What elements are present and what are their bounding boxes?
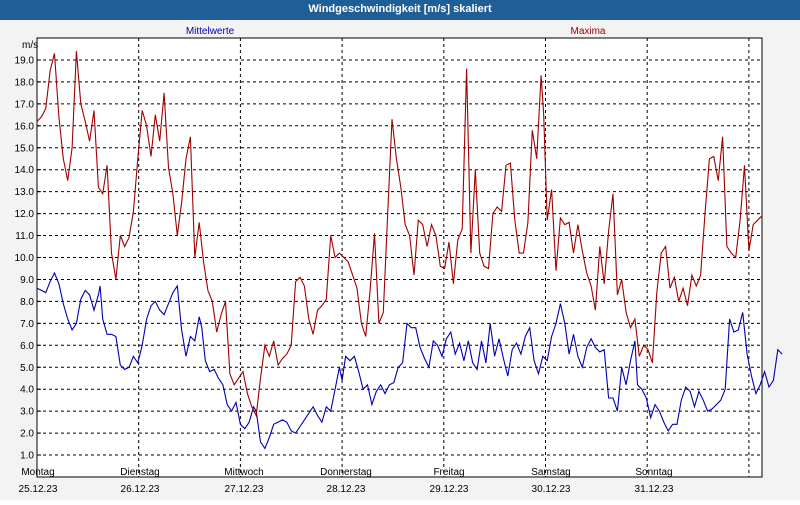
wind-speed-chart: 1.0 2.0 3.0 4.0 5.0 6.0 7.0 8.0 9.0 10.0 11.0 12.0 1… <box>15 26 783 495</box>
y-tick-label: 17.0 <box>15 99 35 110</box>
window-title: Windgeschwindigkeit [m/s] skaliert <box>0 0 800 20</box>
y-tick-label: 4.0 <box>20 385 34 396</box>
series-layer <box>36 51 783 450</box>
y-tick-label: 3.0 <box>20 407 34 418</box>
x-tick-label-date: 31.12.23 <box>635 484 674 495</box>
x-tick-label-day: Freitag <box>433 467 464 478</box>
series-line-mittelwerte <box>36 271 783 450</box>
x-tick-label-date: 25.12.23 <box>19 484 58 495</box>
y-tick-label: 7.0 <box>20 319 34 330</box>
x-tick-label-day: Samstag <box>531 467 570 478</box>
y-tick-label: 19.0 <box>15 55 35 66</box>
x-tick-label-day: Donnerstag <box>320 467 372 478</box>
y-tick-label: 14.0 <box>15 165 35 176</box>
x-tick-label-date: 26.12.23 <box>121 484 160 495</box>
y-tick-label: 9.0 <box>20 275 34 286</box>
y-tick-label: 8.0 <box>20 297 34 308</box>
x-tick-label-day: Dienstag <box>120 467 159 478</box>
y-tick-label: 13.0 <box>15 187 35 198</box>
y-tick-label: 16.0 <box>15 121 35 132</box>
y-tick-label: 5.0 <box>20 363 34 374</box>
chart-area: 1.0 2.0 3.0 4.0 5.0 6.0 7.0 8.0 9.0 10.0 11.0 12.0 1… <box>0 20 800 500</box>
x-tick-label-day: Mittwoch <box>224 467 263 478</box>
x-tick-label-date: 29.12.23 <box>430 484 469 495</box>
series-line-maxima <box>36 51 763 418</box>
y-tick-label: 6.0 <box>20 341 34 352</box>
y-tick-label: 10.0 <box>15 253 35 264</box>
y-axis-label: m/s <box>22 40 38 51</box>
grid <box>37 38 762 477</box>
x-tick-label-day: Sonntag <box>635 467 672 478</box>
x-tick-label-day: Montag <box>21 467 54 478</box>
x-tick-label-date: 28.12.23 <box>327 484 366 495</box>
x-tick-label-date: 30.12.23 <box>532 484 571 495</box>
y-tick-label: 18.0 <box>15 77 35 88</box>
y-tick-label: 15.0 <box>15 143 35 154</box>
y-tick-label: 1.0 <box>20 451 34 462</box>
y-tick-label: 2.0 <box>20 429 34 440</box>
y-tick-label: 12.0 <box>15 209 35 220</box>
x-tick-label-date: 27.12.23 <box>225 484 264 495</box>
legend: Mittelwerte Maxima <box>186 26 606 37</box>
y-tick-label: 11.0 <box>15 231 34 242</box>
axes: 1.0 2.0 3.0 4.0 5.0 6.0 7.0 8.0 9.0 10.0 11.0 12.0 1… <box>15 40 674 495</box>
legend-maxima: Maxima <box>570 26 605 37</box>
legend-mittelwerte: Mittelwerte <box>186 26 235 37</box>
